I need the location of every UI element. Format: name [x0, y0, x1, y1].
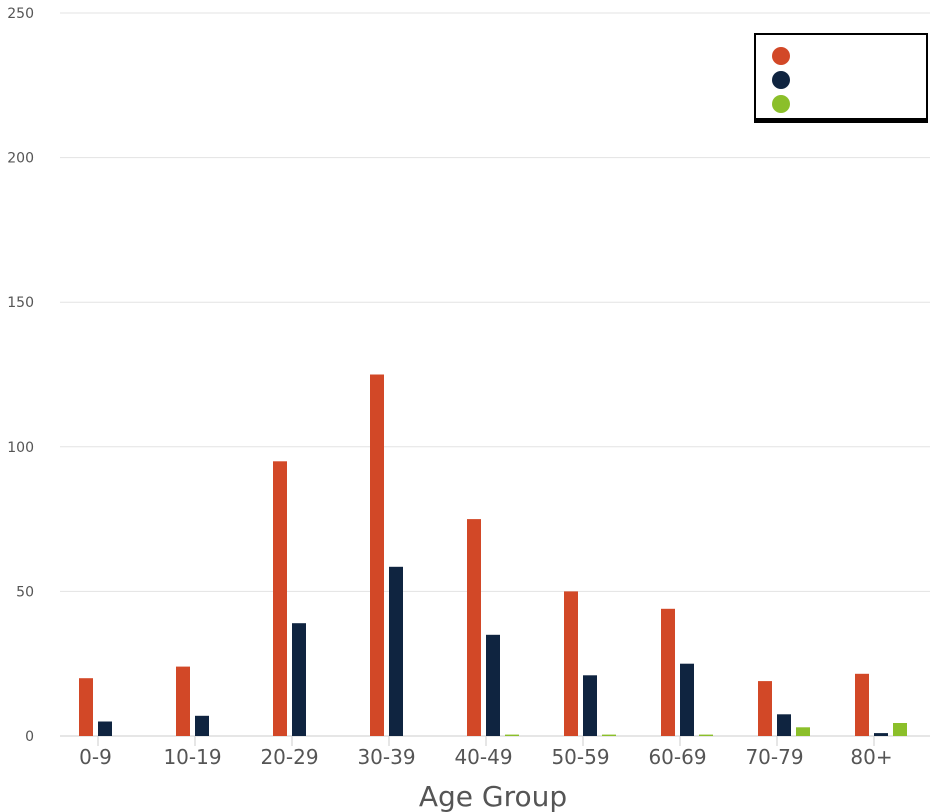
- bar-series-1-80+[interactable]: [855, 673, 869, 736]
- bar-series-2-40-49[interactable]: [486, 634, 500, 736]
- bar-series-1-10-19[interactable]: [176, 666, 190, 736]
- x-tick-label: 50-59: [551, 745, 609, 769]
- bar-series-3-50-59[interactable]: [602, 734, 616, 736]
- x-tick-label: 30-39: [357, 745, 415, 769]
- bar-series-1-20-29[interactable]: [273, 461, 287, 736]
- y-tick-label: 150: [7, 295, 34, 311]
- bar-series-1-30-39[interactable]: [370, 374, 384, 737]
- x-tick-label: 70-79: [745, 745, 803, 769]
- bar-series-2-20-29[interactable]: [292, 623, 306, 736]
- legend-item-series-2[interactable]: [772, 71, 798, 89]
- bar-series-2-30-39[interactable]: [389, 566, 403, 736]
- y-tick-label: 200: [7, 151, 34, 167]
- legend-swatch-series-2: [772, 71, 790, 89]
- bar-series-3-40-49[interactable]: [505, 734, 519, 736]
- y-tick-label: 100: [7, 440, 34, 456]
- bar-series-2-50-59[interactable]: [583, 675, 597, 736]
- legend-item-series-3[interactable]: [772, 95, 798, 113]
- x-tick-label: 20-29: [260, 745, 318, 769]
- y-tick-label: 50: [16, 584, 34, 600]
- bar-series-1-0-9[interactable]: [79, 678, 93, 736]
- bar-series-1-60-69[interactable]: [661, 608, 675, 736]
- x-axis-label: Age Group: [419, 780, 567, 812]
- x-tick-label: 40-49: [454, 745, 512, 769]
- bar-series-1-70-79[interactable]: [758, 681, 772, 736]
- bar-series-2-80+[interactable]: [874, 733, 888, 736]
- legend-item-series-1[interactable]: [772, 47, 798, 65]
- legend: [754, 33, 928, 123]
- bar-series-2-0-9[interactable]: [98, 721, 112, 737]
- x-tick-label: 10-19: [163, 745, 221, 769]
- x-tick-label: 60-69: [648, 745, 706, 769]
- bar-series-2-60-69[interactable]: [680, 663, 694, 736]
- y-axis-ticks: 0 50 100 150 200 250: [7, 6, 34, 745]
- bar-series-2-10-19[interactable]: [195, 715, 209, 736]
- y-tick-label: 250: [7, 6, 34, 22]
- bar-series-2-70-79[interactable]: [777, 714, 791, 736]
- legend-swatch-series-3: [772, 95, 790, 113]
- bars: [79, 374, 907, 737]
- bar-series-3-80+[interactable]: [893, 723, 907, 736]
- bar-series-1-40-49[interactable]: [467, 519, 481, 736]
- bar-series-1-50-59[interactable]: [564, 591, 578, 736]
- bar-series-3-70-79[interactable]: [796, 727, 810, 736]
- bar-series-3-60-69[interactable]: [699, 734, 713, 736]
- x-tick-label: 0-9: [79, 745, 112, 769]
- legend-swatch-series-1: [772, 47, 790, 65]
- x-tick-label: 80+: [850, 745, 892, 769]
- y-tick-label: 0: [25, 729, 34, 745]
- x-axis-ticks: 0-9 10-19 20-29 30-39 40-49 50-59 60-69 70-79 80…: [79, 736, 893, 769]
